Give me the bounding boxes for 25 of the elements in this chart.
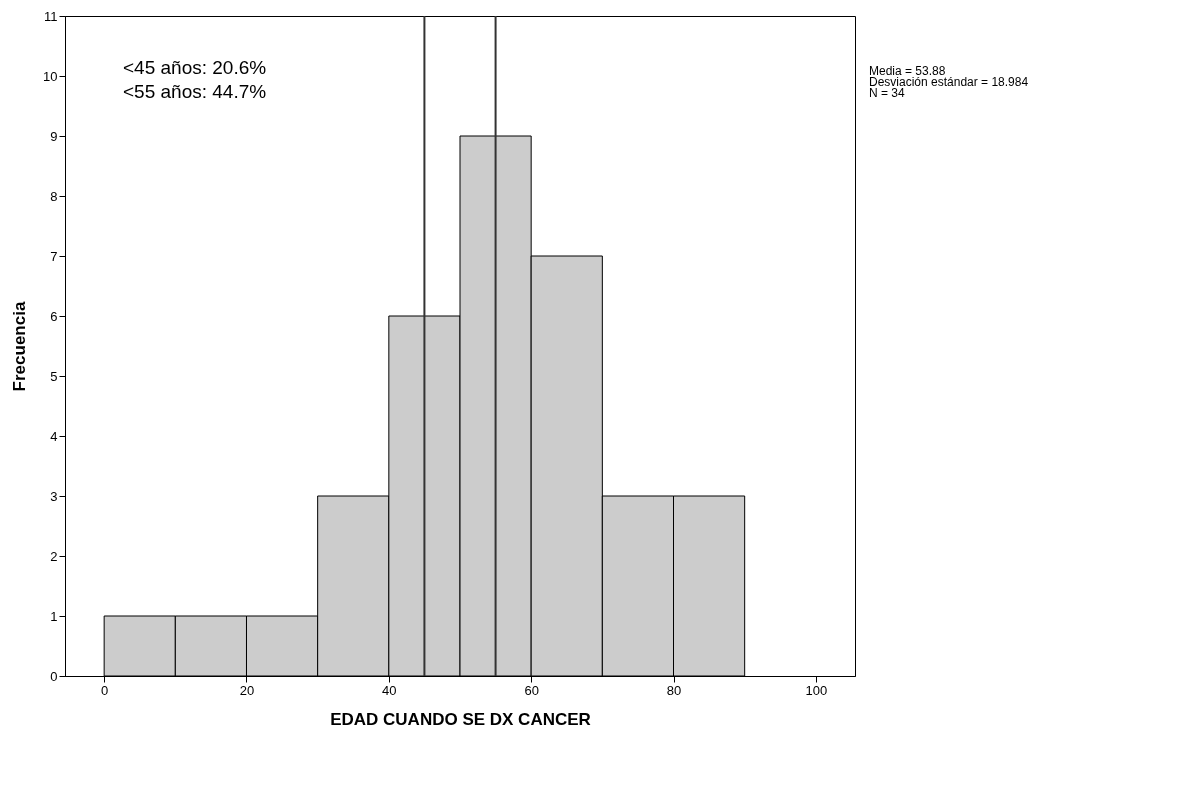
y-tick-label: 5 xyxy=(50,368,58,384)
text: Desviación estándar = 18.984 xyxy=(869,75,1029,89)
x-tick-label: 100 xyxy=(805,682,828,698)
annotation: <55 años: 44.7% xyxy=(123,81,267,102)
x-tick-label: 40 xyxy=(382,682,397,698)
x-axis-title: EDAD CUANDO SE DX CANCER xyxy=(330,709,591,729)
x-tick-label: 60 xyxy=(524,682,539,698)
y-tick-label: 1 xyxy=(50,608,58,624)
y-tick-label: 0 xyxy=(50,668,58,684)
x-tick-label: 20 xyxy=(239,682,255,698)
y-tick-label: 4 xyxy=(50,428,58,444)
text: N = 34 xyxy=(869,86,906,100)
y-tick-label: 9 xyxy=(50,128,58,144)
y-tick-label: 11 xyxy=(44,8,58,24)
y-tick-label: 3 xyxy=(50,488,58,504)
y-tick-label: 8 xyxy=(50,188,58,204)
x-tick-label: 0 xyxy=(101,682,109,698)
y-tick-label: 10 xyxy=(43,68,58,84)
y-tick-label: 7 xyxy=(50,248,58,264)
y-tick-label: 6 xyxy=(50,308,58,324)
text: Media = 53.88 xyxy=(869,64,946,78)
y-tick-label: 2 xyxy=(50,548,58,564)
y-axis-title: Frecuencia xyxy=(10,301,30,392)
annotation: <45 años: 20.6% xyxy=(123,57,267,78)
x-tick-label: 80 xyxy=(666,682,682,698)
